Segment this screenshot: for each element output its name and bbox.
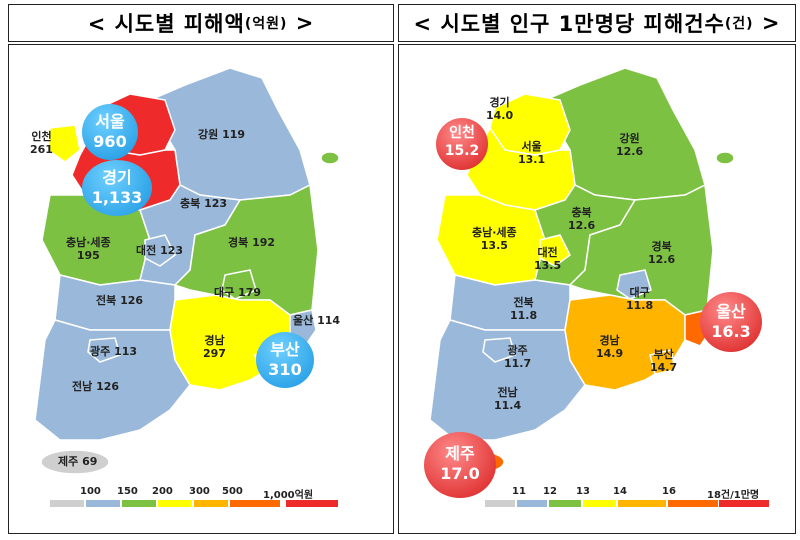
left-legend-swatch — [194, 500, 228, 507]
right-title-text: < 시도별 인구 1만명당 피해건수 — [413, 12, 725, 36]
left-label-chungnam: 충남·세종 195 — [66, 236, 111, 262]
right-label-chungnam: 충남·세종 13.5 — [472, 226, 517, 252]
busan-bubble: 부산 310 — [256, 332, 314, 388]
left-region-daejeon — [144, 234, 176, 267]
legend-tick: 300 — [189, 486, 210, 497]
right-label-gwangju: 광주 11.7 — [504, 344, 532, 370]
right-legend-swatch — [517, 500, 547, 507]
left-title-end: > — [287, 11, 315, 35]
left-legend-swatch — [230, 500, 280, 507]
legend-tick: 100 — [80, 486, 101, 497]
right-region-gyeongnam — [564, 294, 686, 391]
legend-tick: 500 — [222, 486, 243, 497]
right-legend-swatch — [549, 500, 581, 507]
left-region-daegu — [221, 269, 257, 300]
right-label-chungbuk: 충북 12.6 — [568, 206, 596, 232]
left-label-chungbuk: 충북 123 — [180, 197, 228, 210]
right-label-busan: 부산 14.7 — [650, 348, 678, 374]
left-legend-swatch — [50, 500, 84, 507]
legend-tick: 18건/1만명 — [707, 490, 760, 501]
right-region-ulleung — [715, 151, 735, 165]
right-label-daejeon: 대전 13.5 — [534, 246, 562, 272]
left-map-panel — [8, 44, 394, 534]
left-legend-swatch — [286, 500, 338, 507]
right-region-jeonnam — [429, 319, 586, 441]
right-legend-swatch — [583, 500, 616, 507]
right-legend-swatch — [618, 500, 666, 507]
left-label-jeju: 제주 69 — [58, 455, 98, 468]
legend-tick: 12 — [543, 486, 557, 497]
right-legend-swatch — [719, 500, 769, 507]
left-label-jeonnam: 전남 126 — [72, 380, 120, 393]
left-title-unit: (억원) — [244, 16, 288, 32]
left-label-daegu: 대구 179 — [214, 286, 262, 299]
left-label-gwangju: 광주 113 — [90, 345, 138, 358]
left-region-gwangju — [87, 337, 121, 363]
left-legend-swatch — [86, 500, 120, 507]
right-label-seoul: 서울 13.1 — [518, 140, 546, 166]
left-title: < 시도별 피해액 (억원) > — [8, 4, 394, 42]
left-label-gyeongbuk: 경북 192 — [228, 236, 276, 249]
left-title-text: < 시도별 피해액 — [87, 12, 245, 36]
gyeonggi-bubble: 경기 1,133 — [82, 160, 152, 216]
legend-tick: 11 — [512, 486, 526, 497]
right-map — [429, 67, 735, 475]
left-region-jeonnam — [34, 319, 191, 441]
right-region-seoul — [489, 93, 571, 156]
right-region-daejeon — [539, 234, 571, 267]
right-legend-swatch — [668, 500, 718, 507]
legend-tick: 14 — [613, 486, 627, 497]
right-label-gyeonggi: 경기 14.0 — [486, 96, 514, 122]
right-title: < 시도별 인구 1만명당 피해건수 (건) > — [398, 4, 796, 42]
seoul-bubble: 서울 960 — [82, 104, 138, 160]
left-legend-swatch — [122, 500, 156, 507]
left-region-jeju — [40, 449, 110, 475]
left-label-ulsan: 울산 114 — [293, 314, 341, 327]
right-label-gyeongbuk: 경북 12.6 — [648, 240, 676, 266]
right-title-unit: (건) — [724, 16, 754, 32]
left-region-incheon — [47, 124, 81, 163]
right-label-jeonbuk: 전북 11.8 — [510, 296, 538, 322]
incheon-bubble: 인천 15.2 — [436, 118, 488, 170]
right-label-daegu: 대구 11.8 — [626, 286, 654, 312]
left-legend-swatch — [158, 500, 192, 507]
right-region-daegu — [616, 269, 652, 300]
legend-tick: 13 — [576, 486, 590, 497]
legend-tick: 16 — [662, 486, 676, 497]
legend-tick: 200 — [152, 486, 173, 497]
ulsan-bubble: 울산 16.3 — [700, 292, 762, 352]
right-legend-swatch — [485, 500, 515, 507]
legend-tick: 1,000억원 — [263, 490, 314, 501]
left-region-ulleung — [320, 151, 340, 165]
jeju-bubble: 제주 17.0 — [424, 432, 496, 498]
right-region-busan — [649, 349, 676, 375]
right-label-gangwon: 강원 12.6 — [616, 132, 644, 158]
right-map-panel — [398, 44, 796, 534]
right-label-gyeongnam: 경남 14.9 — [596, 334, 624, 360]
left-map — [34, 67, 340, 475]
left-label-gangwon: 강원 119 — [198, 128, 246, 141]
left-label-incheon: 인천 261 — [30, 130, 53, 156]
right-label-jeonnam: 전남 11.4 — [494, 386, 522, 412]
legend-tick: 150 — [117, 486, 138, 497]
right-title-end: > — [753, 11, 781, 35]
left-label-daejeon: 대전 123 — [136, 244, 184, 257]
right-region-gwangju — [482, 337, 516, 363]
left-label-jeonbuk: 전북 126 — [96, 294, 144, 307]
left-label-gyeongnam: 경남 297 — [203, 334, 226, 360]
